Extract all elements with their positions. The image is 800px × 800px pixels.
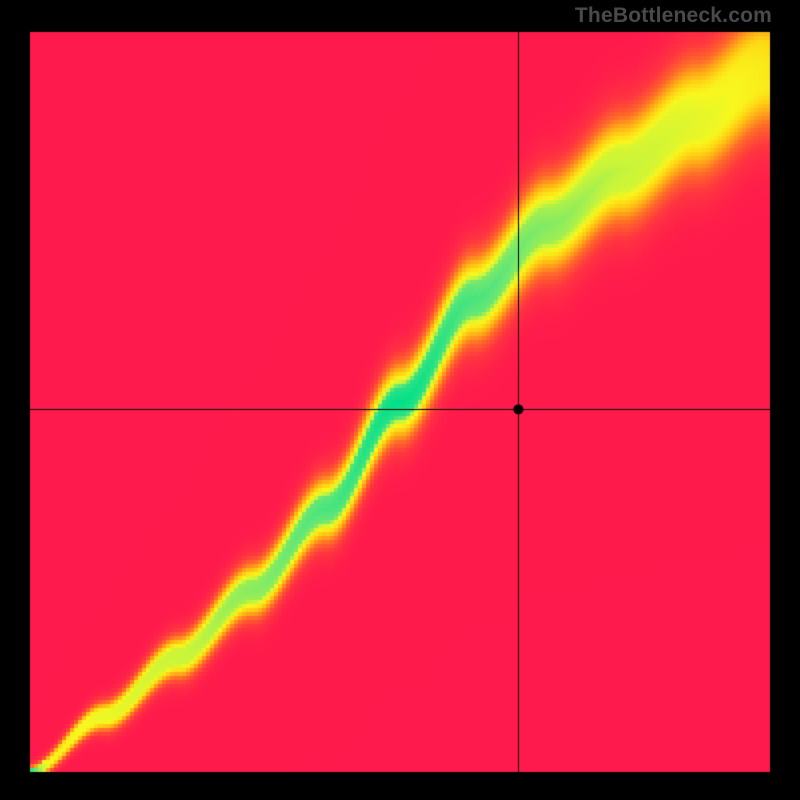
attribution-text: TheBottleneck.com — [575, 4, 772, 28]
bottleneck-heatmap — [0, 0, 800, 800]
